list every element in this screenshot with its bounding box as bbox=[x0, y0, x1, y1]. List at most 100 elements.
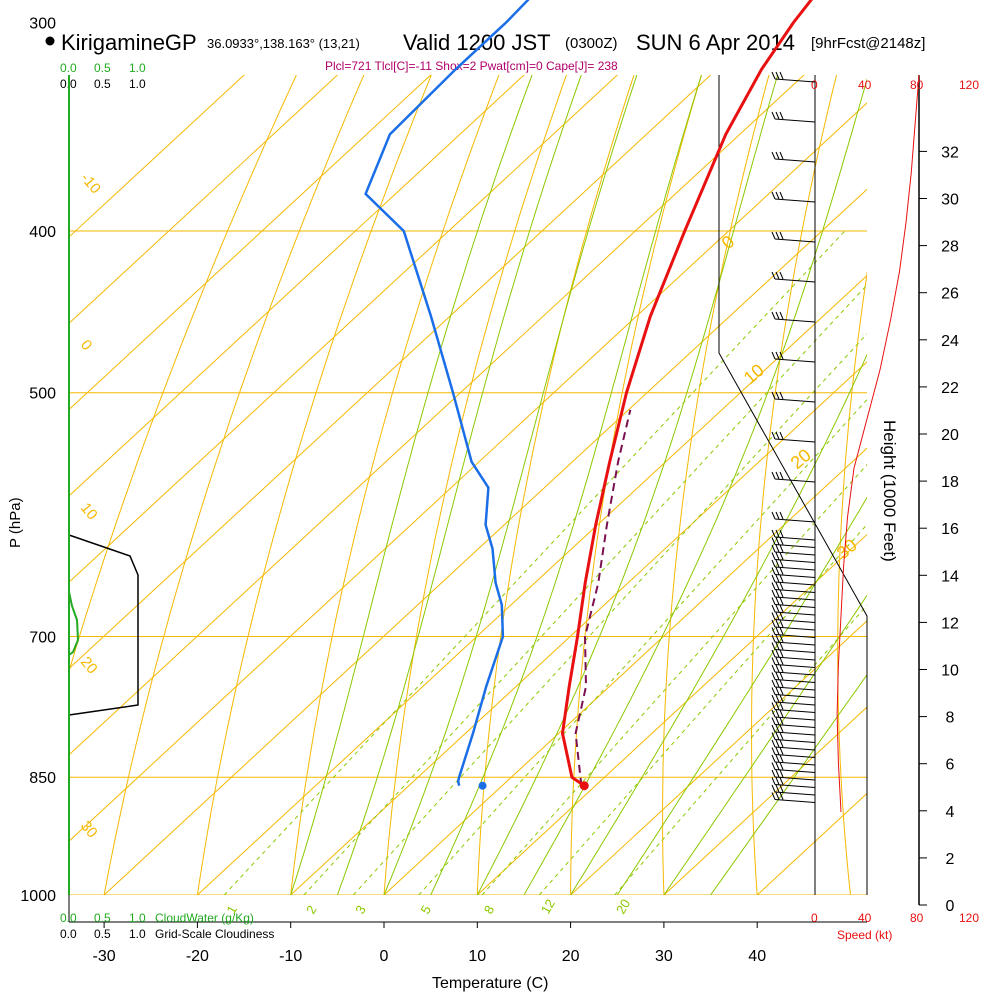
moist-adiabat-line bbox=[476, 75, 779, 895]
wind-barb-flag bbox=[775, 664, 780, 673]
pressure-tick-label: 850 bbox=[29, 770, 56, 787]
wind-barb-flag bbox=[771, 649, 776, 658]
wind-barb-flag bbox=[775, 271, 780, 280]
wind-barb bbox=[771, 732, 816, 743]
wind-barb bbox=[771, 619, 816, 631]
wind-barb bbox=[771, 664, 816, 676]
wind-barb-flag bbox=[779, 567, 784, 575]
utc-time: (0300Z) bbox=[565, 35, 618, 52]
cloudiness-scale-bottom: 0.0 0.5 1.0 CloudWater (g/Kg) 0.0 0.5 1.… bbox=[60, 911, 274, 941]
wind-barb bbox=[771, 769, 816, 781]
wind-barb-flag bbox=[779, 754, 784, 763]
temperature-tick-label: -30 bbox=[93, 948, 116, 965]
temperature-axis: -30 -20 -10 0 10 20 30 40 bbox=[93, 922, 766, 965]
temperature-tick-label: 30 bbox=[655, 948, 673, 965]
mixing-ratio-label: 5 bbox=[417, 903, 434, 917]
wind-barb-flag bbox=[771, 191, 776, 200]
stability-indices: Plcl=721 Tlcl[C]=-11 Shox=2 Pwat[cm]=0 C… bbox=[325, 59, 618, 73]
wind-barb bbox=[771, 612, 816, 623]
cloudwater-tick-bottom: 1.0 bbox=[129, 911, 146, 925]
dry-adiabat-line bbox=[290, 75, 500, 895]
cloudwater-tick-bottom: 0.0 bbox=[60, 911, 77, 925]
wind-barb bbox=[771, 511, 816, 523]
wind-barb-flag bbox=[775, 792, 780, 800]
wind-barb-flag bbox=[775, 567, 780, 575]
cloudiness-profile bbox=[68, 534, 139, 716]
isotherm-line bbox=[663, 706, 867, 895]
wind-barb-flag bbox=[771, 552, 776, 560]
wind-barb-shaft bbox=[774, 619, 816, 623]
wind-barb-flag bbox=[771, 471, 776, 480]
isotherm-line bbox=[69, 75, 525, 497]
wind-barb-flag bbox=[779, 709, 784, 718]
dry-adiabat-label: -10 bbox=[77, 170, 104, 198]
wind-barb-flag bbox=[779, 589, 784, 598]
wind-barb-flag bbox=[775, 747, 780, 755]
wind-barb-flag bbox=[771, 597, 776, 605]
wind-barb bbox=[771, 544, 816, 556]
cloudiness-tick-top: 0.5 bbox=[94, 77, 111, 91]
wind-barb-flag bbox=[775, 627, 780, 635]
wind-barb-flag bbox=[779, 777, 784, 785]
wind-barb-flag bbox=[775, 672, 780, 680]
wind-barb-flag bbox=[775, 649, 780, 658]
wind-barb bbox=[771, 762, 816, 773]
wind-barb-shaft bbox=[774, 649, 816, 653]
wind-barb-flag bbox=[775, 552, 780, 560]
wind-barb-flag bbox=[775, 634, 780, 643]
mixing-ratio-label: 20 bbox=[613, 896, 633, 916]
cloudwater-tick-top: 0.0 bbox=[60, 61, 77, 75]
wind-barb-flag bbox=[779, 679, 784, 688]
wind-barb-flag bbox=[775, 544, 780, 553]
dry-adiabat-line bbox=[103, 75, 365, 895]
wind-barb-flag bbox=[771, 619, 776, 628]
wind-barb-flag bbox=[775, 351, 780, 360]
wind-barb-flag bbox=[771, 784, 776, 793]
wind-barb-flag bbox=[771, 634, 776, 643]
dry-adiabat-line bbox=[383, 75, 567, 895]
height-tick-label: 14 bbox=[941, 568, 959, 585]
height-tick-label: 22 bbox=[941, 380, 959, 397]
cloudwater-tick-bottom: 0.5 bbox=[94, 911, 111, 925]
wind-barb bbox=[771, 311, 816, 323]
height-tick-label: 18 bbox=[941, 474, 959, 491]
wind-barb-flag bbox=[771, 604, 776, 613]
wind-barb-flag bbox=[779, 664, 784, 673]
wind-barb-flag bbox=[779, 792, 784, 800]
wind-barb-flag bbox=[779, 574, 784, 583]
wind-barb-flag bbox=[779, 111, 784, 120]
wind-barb-flag bbox=[779, 351, 784, 360]
wind-barb bbox=[771, 604, 816, 616]
cloudiness-tick-bottom: 1.0 bbox=[129, 927, 146, 941]
wind-barb-flag bbox=[775, 191, 780, 200]
wind-barb-flag bbox=[771, 589, 776, 598]
wind-barb bbox=[771, 709, 816, 721]
wind-barb-flag bbox=[771, 664, 776, 673]
mixing-ratio-label: 3 bbox=[352, 903, 369, 917]
wind-barb-flag bbox=[775, 769, 780, 778]
wind-barb bbox=[771, 784, 816, 796]
wind-barb-flag bbox=[771, 702, 776, 710]
wind-barb bbox=[771, 702, 816, 713]
height-tick-label: 24 bbox=[941, 333, 959, 350]
wind-barb-flag bbox=[775, 111, 780, 120]
surface-dewpoint-dot bbox=[478, 781, 487, 790]
wind-barb-shaft bbox=[774, 694, 816, 698]
wind-barb-flag bbox=[775, 732, 780, 740]
wind-barb-flag bbox=[779, 762, 784, 770]
wind-barb-shaft bbox=[774, 754, 816, 758]
wind-barb-shaft bbox=[774, 611, 816, 616]
dry-adiabat-line bbox=[750, 75, 838, 895]
wind-barb-shaft bbox=[774, 198, 816, 203]
isotherm-line bbox=[383, 447, 867, 895]
moist-adiabat-line bbox=[710, 673, 867, 895]
wind-barb-flag bbox=[775, 784, 780, 793]
wind-barb-flag bbox=[771, 724, 776, 733]
wind-barb-flag bbox=[775, 529, 780, 538]
wind-barb bbox=[771, 537, 816, 548]
wind-barb-shaft bbox=[774, 478, 816, 483]
wind-barb-flag bbox=[775, 762, 780, 770]
wind-barb-shaft bbox=[774, 566, 816, 571]
